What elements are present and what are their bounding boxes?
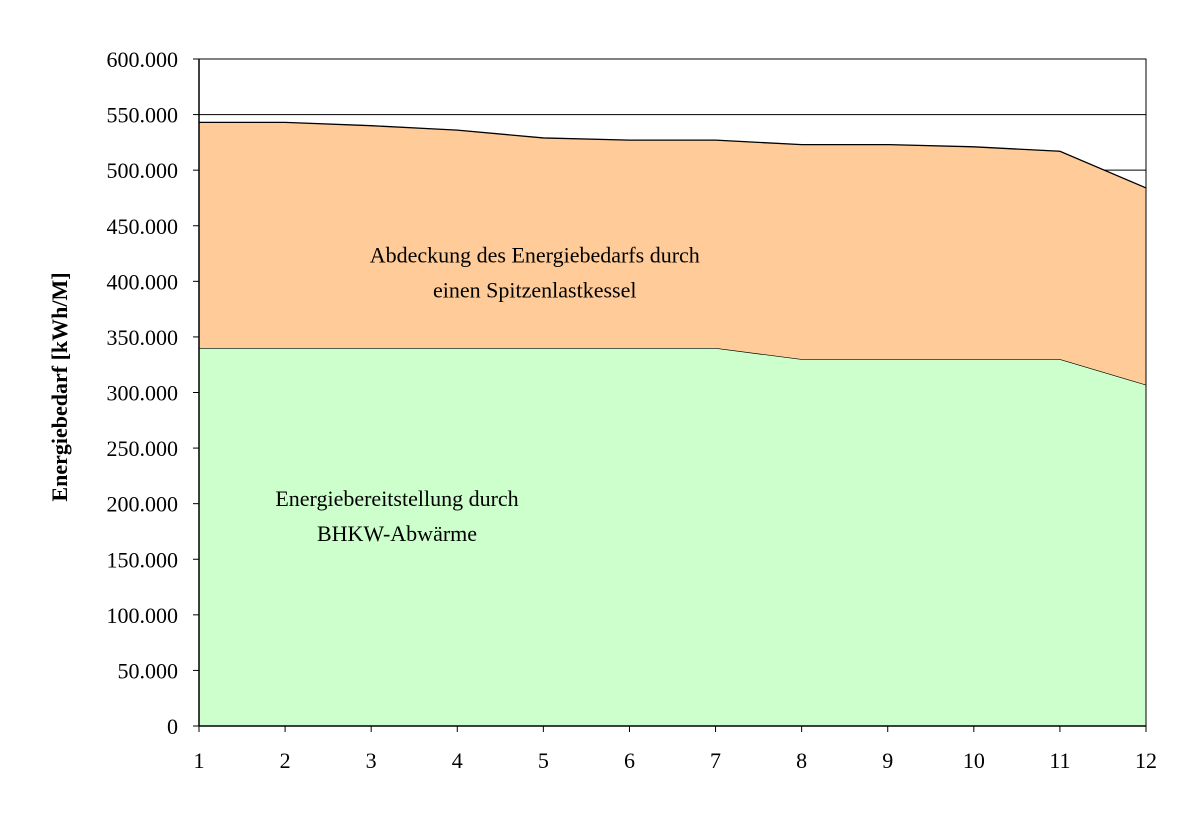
annotation-2: Energiebereitstellung durch BHKW-Abwärme [275,486,518,546]
y-tick-label-9: 450.000 [107,214,179,239]
x-tick-label-3: 4 [452,748,463,773]
y-tick-label-8: 400.000 [107,269,179,294]
area-series [199,121,1147,726]
x-tick-label-2: 3 [366,748,377,773]
y-tick-label-10: 500.000 [107,158,179,183]
y-tick-label-4: 200.000 [107,492,179,517]
y-tick-label-5: 250.000 [107,436,179,461]
x-tick-label-7: 8 [796,748,807,773]
y-tick-label-12: 600.000 [107,47,179,72]
annotations: Abdeckung des Energiebedarfs durch einen … [275,242,699,545]
x-tick-label-6: 7 [710,748,721,773]
x-tick-label-4: 5 [538,748,549,773]
y-tick-label-2: 100.000 [107,603,179,628]
annotation-2-line-2: BHKW-Abwärme [317,521,477,546]
x-tick-label-11: 12 [1135,748,1157,773]
y-tick-label-6: 300.000 [107,381,179,406]
area-series-1 [199,348,1146,726]
y-tick-label-0: 0 [167,714,178,739]
x-axis-ticks: 1 2 3 4 5 6 7 8 9 10 11 12 [194,726,1157,773]
annotation-2-line-1: Energiebereitstellung durch [275,486,518,511]
annotation-1-line-2: einen Spitzenlastkessel [433,277,636,302]
x-tick-label-10: 11 [1049,748,1070,773]
y-tick-label-7: 350.000 [107,325,179,350]
y-tick-label-3: 150.000 [107,547,179,572]
y-axis-label: Energiebedarf [kWh/M] [47,272,72,501]
annotation-1-line-1: Abdeckung des Energiebedarfs durch [370,242,700,267]
area-series-2 [199,122,1146,385]
x-tick-label-0: 1 [194,748,205,773]
y-tick-label-11: 550.000 [107,103,179,128]
x-tick-label-8: 9 [882,748,893,773]
x-tick-label-9: 10 [963,748,985,773]
series-2-top-line [199,121,1147,189]
x-tick-label-5: 6 [624,748,635,773]
y-tick-label-1: 50.000 [118,658,179,683]
annotation-1: Abdeckung des Energiebedarfs durch einen … [370,242,700,302]
y-axis-ticks: 0 50.000 100.000 150.000 200.000 250.000 300.0… [107,47,199,739]
x-tick-label-1: 2 [280,748,291,773]
